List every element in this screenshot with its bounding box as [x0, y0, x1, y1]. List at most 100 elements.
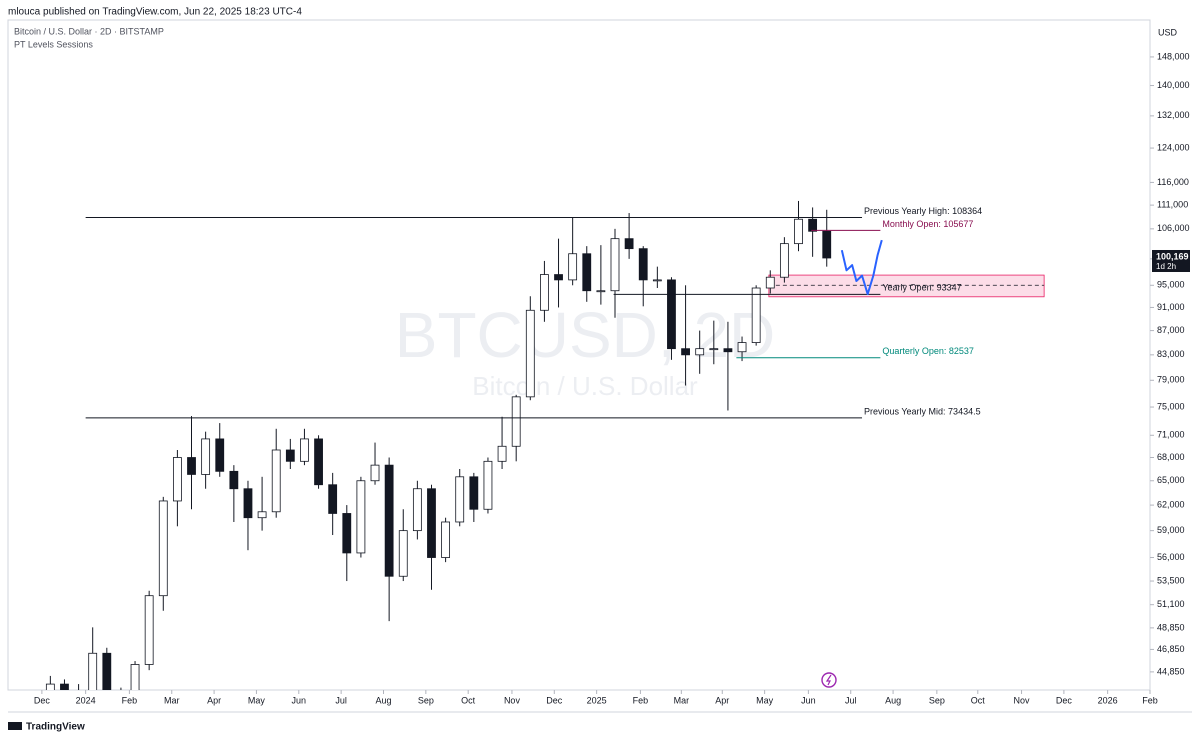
- candle-body: [243, 488, 253, 519]
- candle-body: [370, 464, 380, 482]
- y-tick-label: 79,000: [1157, 375, 1185, 385]
- candle-body: [356, 480, 366, 554]
- candle-body: [328, 484, 338, 514]
- candle-body: [610, 238, 620, 292]
- x-tick-label: 2024: [76, 695, 96, 705]
- y-tick-label: 111,000: [1157, 199, 1188, 209]
- y-tick-label: 140,000: [1157, 80, 1190, 90]
- candle-body: [469, 476, 479, 510]
- candle-body: [596, 290, 606, 293]
- candle-body: [695, 348, 705, 356]
- currency: USD: [1158, 27, 1178, 37]
- candle-body: [525, 309, 535, 398]
- y-tick-label: 75,000: [1157, 401, 1185, 411]
- y-tick-label: 83,000: [1157, 349, 1185, 359]
- candle-body: [723, 348, 733, 353]
- x-tick-label: Mar: [164, 695, 180, 705]
- y-tick-label: 71,000: [1157, 430, 1185, 440]
- x-tick-label: Jul: [845, 695, 857, 705]
- x-tick-label: Feb: [633, 695, 649, 705]
- chart-title: Bitcoin / U.S. Dollar · 2D · BITSTAMP: [14, 26, 164, 36]
- candle-body: [497, 445, 507, 462]
- candle-body: [455, 476, 465, 523]
- y-tick-label: 132,000: [1157, 110, 1190, 120]
- candle-body: [158, 500, 168, 597]
- candle-body: [314, 438, 323, 486]
- x-tick-label: Oct: [971, 695, 986, 705]
- candle-body: [342, 513, 352, 554]
- x-tick-label: Jun: [801, 695, 816, 705]
- x-tick-label: Feb: [1142, 695, 1158, 705]
- x-tick-label: Aug: [375, 695, 391, 705]
- x-tick-label: Jul: [335, 695, 347, 705]
- y-tick-label: 95,000: [1157, 280, 1185, 290]
- candle-body: [568, 253, 578, 281]
- candle-body: [751, 287, 761, 343]
- candle-body: [779, 243, 789, 278]
- candle-body: [554, 274, 563, 281]
- x-tick-label: Nov: [1014, 695, 1031, 705]
- footer-brand: TradingView: [26, 722, 85, 733]
- x-tick-label: Jun: [292, 695, 307, 705]
- candle-body: [765, 276, 775, 289]
- y-tick-label: 148,000: [1157, 51, 1190, 61]
- level-label: Previous Yearly Mid: 73434.5: [864, 406, 981, 416]
- candle-body: [540, 274, 549, 311]
- logo: [8, 722, 22, 730]
- header: mlouca published on TradingView.com, Jun…: [8, 7, 302, 18]
- event-icon[interactable]: [821, 672, 837, 688]
- candle-body: [271, 449, 281, 513]
- level-label: Yearly Open: 93347: [882, 283, 961, 293]
- candle-body: [511, 396, 521, 447]
- x-tick-label: Sep: [929, 695, 945, 705]
- x-tick-label: 2025: [587, 695, 607, 705]
- y-tick-label: 62,000: [1157, 499, 1185, 509]
- x-tick-label: Feb: [122, 695, 138, 705]
- y-tick-label: 59,000: [1157, 525, 1185, 535]
- y-tick-label: 68,000: [1157, 452, 1185, 462]
- x-tick-label: Aug: [885, 695, 901, 705]
- level-label: Quarterly Open: 82537: [882, 346, 974, 356]
- y-tick-label: 116,000: [1157, 177, 1189, 187]
- x-tick-label: Dec: [34, 695, 51, 705]
- y-tick-label: 56,000: [1157, 552, 1185, 562]
- candle-body: [201, 438, 211, 475]
- candle-body: [285, 449, 295, 462]
- candle-body: [257, 511, 267, 519]
- candle-body: [709, 348, 719, 351]
- x-tick-label: Dec: [1056, 695, 1073, 705]
- y-tick-label: 124,000: [1157, 142, 1190, 152]
- watermark: BTCUSD, 2D: [395, 299, 776, 371]
- x-tick-label: Sep: [418, 695, 434, 705]
- candle-body: [638, 248, 648, 281]
- x-tick-label: Mar: [674, 695, 690, 705]
- candle-body: [229, 470, 239, 490]
- y-tick-label: 53,500: [1157, 575, 1185, 585]
- candle-body: [384, 464, 394, 577]
- x-tick-label: May: [756, 695, 774, 705]
- x-tick-label: Apr: [207, 695, 221, 705]
- y-tick-label: 44,850: [1157, 666, 1185, 676]
- y-tick-label: 51,100: [1157, 599, 1185, 609]
- candle-body: [822, 230, 832, 259]
- last-price-label: 100,169: [1156, 251, 1189, 261]
- plot: [45, 200, 1045, 690]
- x-tick-label: Apr: [715, 695, 729, 705]
- y-tick-label: 48,850: [1157, 622, 1185, 632]
- y-tick-label: 91,000: [1157, 302, 1185, 312]
- x-tick-label: Oct: [461, 695, 476, 705]
- candle-body: [667, 279, 676, 350]
- y-tick-label: 87,000: [1157, 325, 1185, 335]
- candle-body: [483, 460, 493, 510]
- candle-body: [652, 279, 662, 282]
- candle-body: [624, 238, 634, 250]
- candle-body: [398, 530, 408, 577]
- candle-body: [412, 488, 422, 532]
- indicator-name: PT Levels Sessions: [14, 39, 93, 49]
- candle-body: [172, 457, 182, 502]
- candle-body: [681, 348, 690, 356]
- candle-body: [794, 218, 803, 245]
- candle-body: [130, 664, 140, 690]
